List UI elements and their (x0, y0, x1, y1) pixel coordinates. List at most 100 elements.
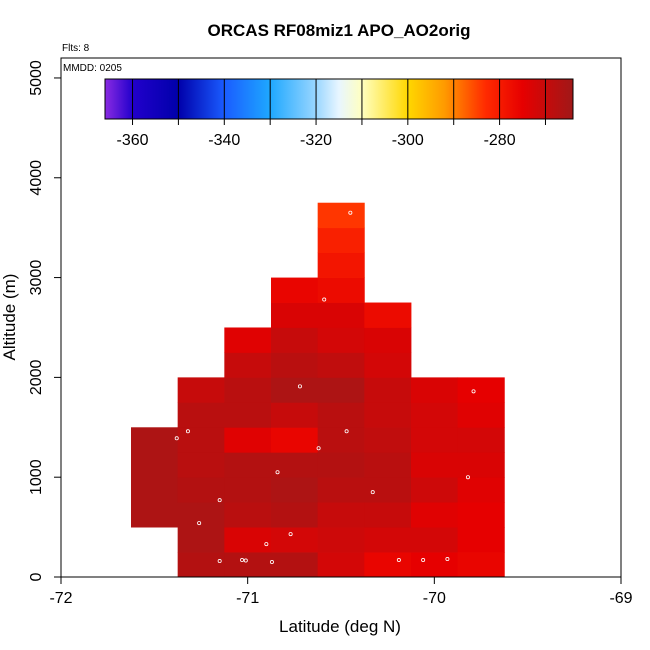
heatmap-cell (224, 352, 272, 378)
sample-point (370, 490, 375, 495)
heatmap-cell (364, 327, 412, 353)
heatmap-cell (457, 452, 505, 478)
heatmap-cell (317, 427, 365, 453)
sample-point (316, 446, 321, 451)
heatmap-cell (364, 552, 412, 578)
sample-point (396, 558, 401, 563)
heatmap-cell (271, 277, 319, 303)
sample-point (471, 389, 476, 394)
heatmap-cell (271, 352, 319, 378)
colorbar-dividers (132, 79, 546, 125)
heatmap-cell (224, 327, 272, 353)
heatmap-cell (411, 427, 459, 453)
heatmap-cell (317, 402, 365, 428)
y-tick-label: 1000 (28, 459, 45, 495)
heatmap-cell (224, 527, 272, 553)
y-tick-label: 0 (28, 572, 45, 581)
heatmap-cell (364, 427, 412, 453)
heatmap-cell (457, 402, 505, 428)
heatmap-cell (411, 477, 459, 503)
sample-point (269, 560, 274, 565)
colorbar: -360 -340 -320 -300 -280 (104, 78, 574, 149)
heatmap-cell (411, 402, 459, 428)
x-tick-label: -69 (609, 590, 632, 607)
sample-point (243, 558, 248, 563)
heatmap-cell (411, 377, 459, 403)
heatmap-cell (177, 377, 225, 403)
x-axis-label: Latitude (deg N) (279, 617, 401, 636)
heatmap-cell (271, 327, 319, 353)
heatmap-cell (457, 502, 505, 528)
colorbar-tick-label: -360 (117, 132, 149, 149)
heatmap-cell (224, 402, 272, 428)
heatmap-cell (364, 352, 412, 378)
y-tick-label: 2000 (28, 359, 45, 395)
heatmap-cell (317, 252, 365, 278)
heatmap-cell (317, 302, 365, 328)
flights-annotation: Flts: 8 (62, 43, 90, 54)
sample-point (275, 470, 280, 475)
heatmap-cell (271, 402, 319, 428)
heatmap-cell (411, 452, 459, 478)
heatmap-cell (271, 302, 319, 328)
heatmap-cell (224, 427, 272, 453)
heatmap-cell (317, 352, 365, 378)
x-axis: -72 -71 -70 -69 (49, 577, 633, 607)
sample-point (348, 210, 353, 215)
heatmap-cell (224, 452, 272, 478)
sample-point (465, 475, 470, 480)
heatmap-cell (317, 527, 365, 553)
heatmap-cell (317, 327, 365, 353)
sample-point (344, 429, 349, 434)
y-tick-label: 4000 (28, 160, 45, 196)
heatmap-cell (364, 527, 412, 553)
heatmap-cell (271, 552, 319, 578)
heatmap-cell (177, 427, 225, 453)
sample-point (197, 521, 202, 526)
heatmap-cell (177, 552, 225, 578)
colorbar-tick-label: -320 (300, 132, 332, 149)
heatmap-cell (364, 402, 412, 428)
heatmap-cell (224, 377, 272, 403)
heatmap-cell (317, 452, 365, 478)
heatmap-cell (317, 277, 365, 303)
colorbar-gradient (104, 78, 574, 120)
heatmap-cell (457, 527, 505, 553)
plot-frame (60, 57, 622, 578)
heatmap-cells (131, 202, 505, 578)
sample-point (288, 532, 293, 537)
sample-point (174, 436, 179, 441)
heatmap-cell (317, 552, 365, 578)
heatmap-cell (317, 202, 365, 229)
heatmap-cell (177, 452, 225, 478)
heatmap-cell (177, 502, 225, 528)
heatmap-cell (317, 477, 365, 503)
x-tick-label: -71 (236, 590, 259, 607)
colorbar-tick-label: -280 (484, 132, 516, 149)
heatmap-cell (457, 377, 505, 403)
chart-title: ORCAS RF08miz1 APO_AO2orig (208, 21, 471, 40)
heatmap-cell (364, 502, 412, 528)
heatmap-cell (271, 477, 319, 503)
heatmap-cell (271, 527, 319, 553)
sample-point (185, 429, 190, 434)
heatmap-cell (224, 477, 272, 503)
heatmap-cell (317, 227, 365, 254)
heatmap-cell (131, 427, 179, 453)
heatmap-cell (177, 477, 225, 503)
sample-point (445, 557, 450, 562)
heatmap-cell (457, 552, 505, 578)
sample-point (240, 558, 245, 563)
heatmap-cell (271, 427, 319, 453)
heatmap-cell (177, 402, 225, 428)
heatmap-cell (317, 502, 365, 528)
y-axis: 0 1000 2000 3000 4000 5000 (28, 60, 61, 581)
y-axis-label: Altitude (m) (0, 274, 19, 361)
heatmap-cell (131, 502, 179, 528)
heatmap-cell (457, 477, 505, 503)
heatmap-cell (364, 477, 412, 503)
heatmap-cell (364, 452, 412, 478)
heatmap-cell (317, 377, 365, 403)
y-tick-label: 3000 (28, 260, 45, 296)
